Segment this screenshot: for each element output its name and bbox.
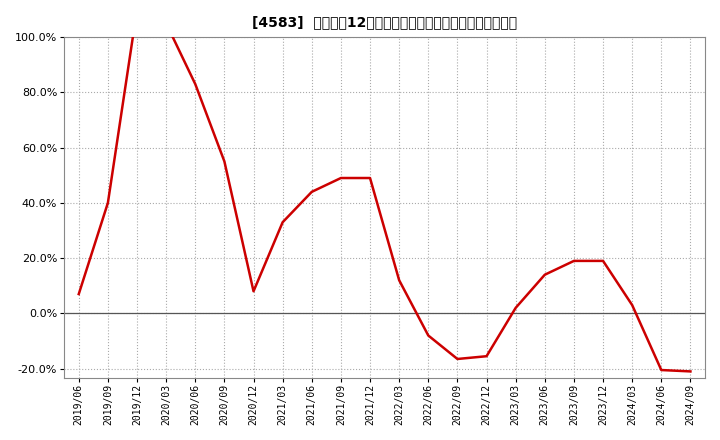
Title: [4583]  売上高の12か月移動合計の対前年同期増減率の推移: [4583] 売上高の12か月移動合計の対前年同期増減率の推移 [252, 15, 517, 29]
